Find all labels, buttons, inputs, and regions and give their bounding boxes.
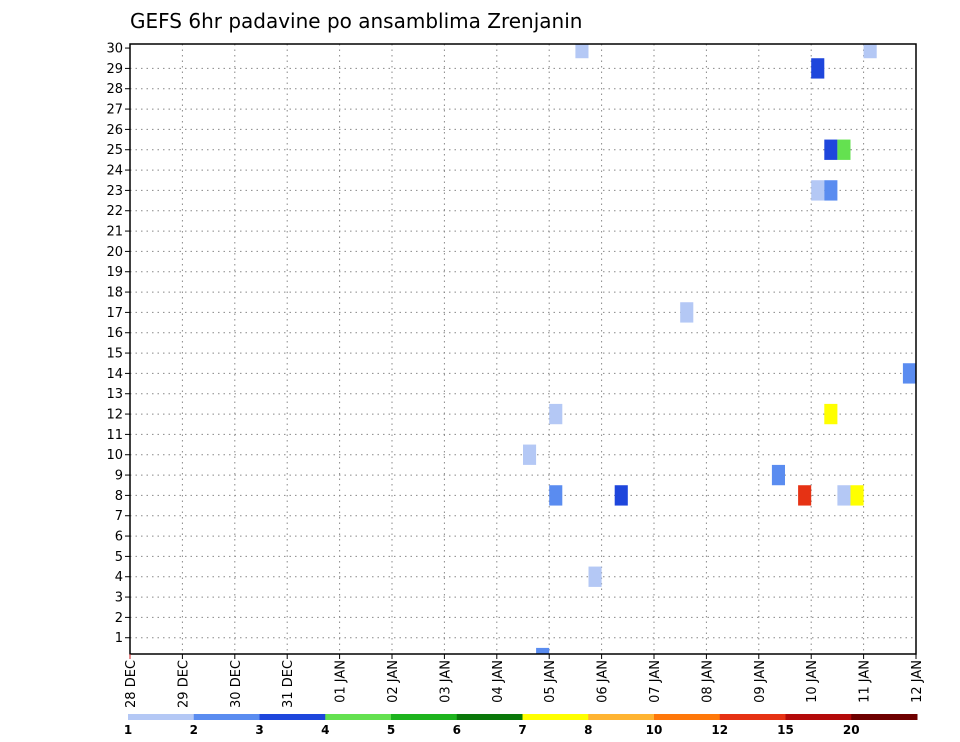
x-tick-label: 06 JAN bbox=[596, 660, 611, 703]
y-tick-label: 12 bbox=[106, 408, 123, 423]
y-tick-label: 10 bbox=[106, 448, 123, 463]
y-tick-label: 30 bbox=[106, 42, 123, 57]
precip-cell bbox=[771, 464, 785, 486]
precip-cell bbox=[837, 485, 851, 506]
x-tick-label: 02 JAN bbox=[386, 660, 401, 703]
legend-label: 15 bbox=[777, 723, 794, 737]
legend-label: 2 bbox=[190, 723, 198, 737]
legend-label: 10 bbox=[646, 723, 663, 737]
x-tick-label: 28 DEC bbox=[124, 660, 139, 708]
precip-cell bbox=[850, 485, 864, 506]
precip-cell bbox=[824, 139, 838, 160]
y-tick-label: 20 bbox=[106, 245, 123, 260]
precip-cell bbox=[863, 44, 877, 59]
precip-cell bbox=[680, 302, 694, 323]
y-tick-label: 14 bbox=[106, 367, 123, 382]
y-tick-label: 2 bbox=[115, 611, 123, 626]
legend-label: 3 bbox=[255, 723, 263, 737]
x-tick-label: 05 JAN bbox=[543, 660, 558, 703]
x-tick-label: 09 JAN bbox=[753, 660, 768, 703]
y-tick-label: 11 bbox=[106, 428, 123, 443]
x-tick-label: 30 DEC bbox=[229, 660, 244, 708]
y-tick-label: 13 bbox=[106, 387, 123, 402]
x-tick-label: 11 JAN bbox=[858, 660, 873, 703]
legend-swatch bbox=[325, 714, 392, 720]
x-tick-label: 08 JAN bbox=[700, 660, 715, 703]
precip-cell bbox=[614, 485, 628, 506]
legend-swatch bbox=[128, 714, 195, 720]
y-tick-label: 23 bbox=[106, 184, 123, 199]
legend-swatch bbox=[193, 714, 260, 720]
legend-swatch bbox=[851, 714, 918, 720]
precip-cell bbox=[824, 180, 838, 201]
legend-label: 4 bbox=[321, 723, 329, 737]
precipitation-cells bbox=[523, 44, 916, 654]
precip-cell bbox=[798, 485, 812, 506]
x-tick-label: 01 JAN bbox=[334, 660, 349, 703]
y-tick-label: 15 bbox=[106, 347, 123, 362]
legend-label: 1 bbox=[124, 723, 132, 737]
chart-title: GEFS 6hr padavine po ansamblima Zrenjani… bbox=[130, 9, 582, 33]
legend-swatch bbox=[785, 714, 852, 720]
legend-swatch bbox=[522, 714, 589, 720]
plot-frame bbox=[129, 43, 917, 655]
x-tick-label: 07 JAN bbox=[648, 660, 663, 703]
legend-label: 8 bbox=[584, 723, 592, 737]
y-tick-label: 27 bbox=[106, 103, 123, 118]
y-tick-label: 26 bbox=[106, 123, 123, 138]
y-tick-label: 6 bbox=[115, 530, 123, 545]
y-tick-label: 8 bbox=[115, 489, 123, 504]
y-axis: 1234567891011121314151617181920212223242… bbox=[106, 42, 130, 646]
legend-swatch bbox=[654, 714, 721, 720]
precip-cell bbox=[824, 403, 838, 425]
legend-label: 12 bbox=[711, 723, 728, 737]
precip-cell bbox=[523, 444, 537, 465]
y-tick-label: 19 bbox=[106, 265, 123, 280]
precip-cell bbox=[837, 139, 851, 160]
legend-swatch bbox=[259, 714, 326, 720]
precip-cell bbox=[588, 566, 602, 587]
precip-cell bbox=[536, 647, 550, 654]
legend-label: 6 bbox=[453, 723, 461, 737]
legend-label: 5 bbox=[387, 723, 395, 737]
precip-cell bbox=[902, 363, 916, 384]
y-tick-label: 9 bbox=[115, 469, 123, 484]
y-tick-label: 24 bbox=[106, 164, 123, 179]
legend-label: 20 bbox=[843, 723, 860, 737]
y-tick-label: 7 bbox=[115, 509, 123, 524]
color-legend: 1 2 3 4 5 6 7 8 10 12 15 20 bbox=[124, 714, 918, 737]
y-tick-label: 25 bbox=[106, 143, 123, 158]
precip-cell bbox=[811, 58, 825, 79]
y-tick-label: 5 bbox=[115, 550, 123, 565]
legend-swatch bbox=[391, 714, 458, 720]
y-tick-label: 4 bbox=[115, 570, 123, 585]
x-tick-label: 12 JAN bbox=[910, 660, 925, 703]
precip-cell bbox=[549, 485, 563, 506]
x-tick-label: 31 DEC bbox=[281, 660, 296, 708]
legend-swatch bbox=[588, 714, 655, 720]
y-tick-label: 28 bbox=[106, 82, 123, 97]
legend-label: 7 bbox=[518, 723, 526, 737]
precip-cell bbox=[549, 403, 563, 425]
x-tick-label: 04 JAN bbox=[491, 660, 506, 703]
x-tick-label: 29 DEC bbox=[176, 660, 191, 708]
x-axis: 28 DEC 29 DEC 30 DEC 31 DEC 01 JAN 02 JAN 03 J… bbox=[124, 654, 925, 708]
y-tick-label: 22 bbox=[106, 204, 123, 219]
y-tick-label: 1 bbox=[115, 631, 123, 646]
x-tick-label: 03 JAN bbox=[438, 660, 453, 703]
precip-cell bbox=[811, 180, 825, 201]
legend-swatch bbox=[456, 714, 523, 720]
precip-cell bbox=[575, 44, 589, 59]
y-tick-label: 3 bbox=[115, 591, 123, 606]
y-tick-label: 18 bbox=[106, 286, 123, 301]
y-tick-label: 21 bbox=[106, 225, 123, 240]
x-tick-label: 10 JAN bbox=[805, 660, 820, 703]
y-tick-label: 29 bbox=[106, 62, 123, 77]
y-tick-label: 17 bbox=[106, 306, 123, 321]
grid-lines bbox=[130, 44, 916, 654]
y-tick-label: 16 bbox=[106, 326, 123, 341]
legend-swatch bbox=[719, 714, 786, 720]
